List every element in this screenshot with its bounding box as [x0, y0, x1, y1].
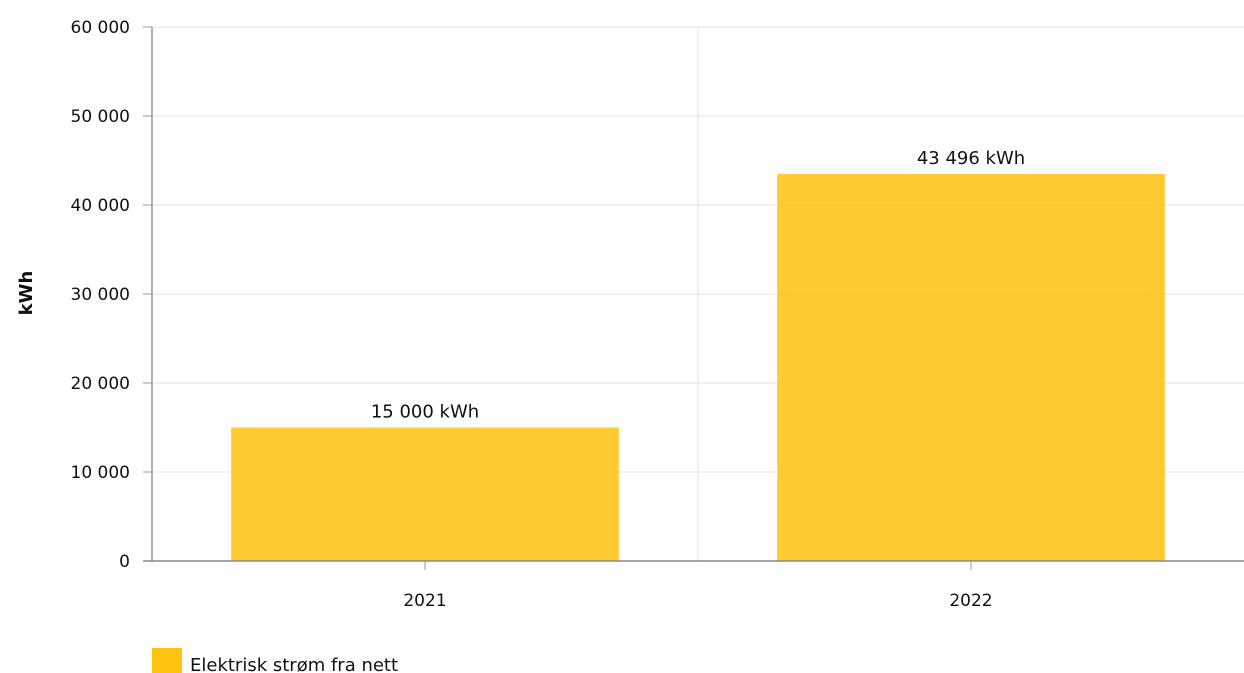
- bar-2022[interactable]: [777, 173, 1165, 561]
- y-tick-label: 10 000: [71, 463, 130, 483]
- y-tick-label: 60 000: [71, 18, 130, 38]
- data-label-2022: 43 496 kWh: [917, 148, 1025, 169]
- data-labels: 15 000 kWh 43 496 kWh: [371, 148, 1025, 423]
- y-tick-label: 20 000: [71, 374, 130, 394]
- axes: [143, 26, 1244, 570]
- legend[interactable]: Elektrisk strøm fra nett: [152, 648, 398, 673]
- x-tick-label-2022: 2022: [949, 591, 992, 611]
- y-axis-label: kWh: [16, 271, 37, 316]
- y-tick-label: 30 000: [71, 285, 130, 305]
- y-tick-label: 0: [119, 552, 130, 572]
- data-label-2021: 15 000 kWh: [371, 402, 479, 423]
- bars: [231, 173, 1165, 562]
- y-tick-label: 40 000: [71, 196, 130, 216]
- x-tick-labels: 2021 2022: [403, 591, 992, 611]
- y-tick-label: 50 000: [71, 107, 130, 127]
- legend-label: Elektrisk strøm fra nett: [190, 655, 398, 673]
- x-tick-label-2021: 2021: [403, 591, 446, 611]
- y-tick-labels: 0 10 000 20 000 30 000 40 000 50 000 60 000: [71, 18, 130, 572]
- legend-swatch: [152, 648, 182, 673]
- bar-2021[interactable]: [231, 427, 619, 562]
